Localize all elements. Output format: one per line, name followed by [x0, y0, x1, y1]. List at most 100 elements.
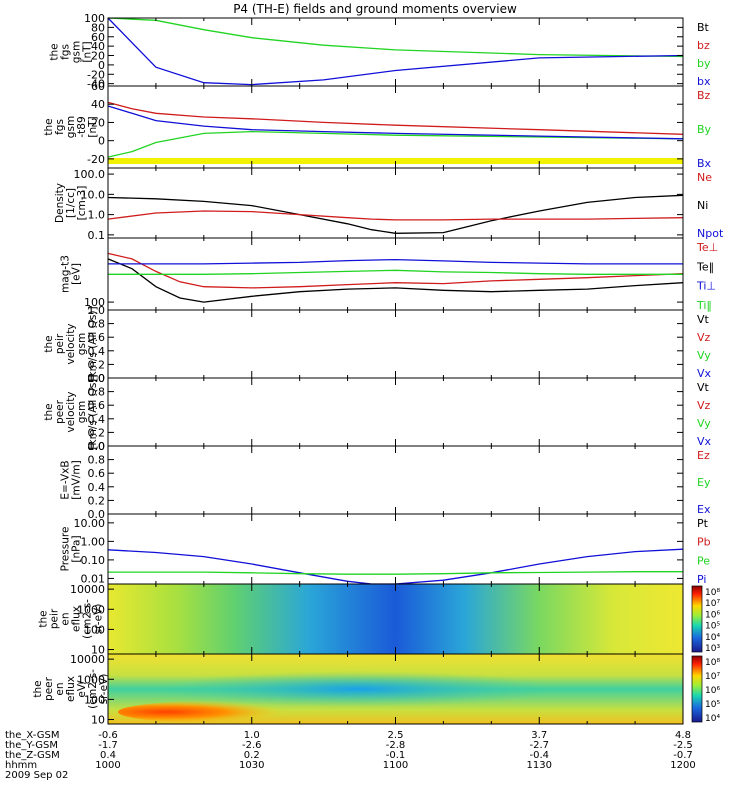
y-tick-label: 0.6 [88, 399, 106, 412]
y-tick-label: 80 [91, 21, 105, 34]
series-Bz [107, 101, 684, 135]
legend-Vt: Vt [697, 381, 710, 394]
legend-Ti‖: Ti‖ [696, 299, 712, 312]
y-axis-label: E=-VxB[mV/m] [60, 460, 83, 499]
legend-bx: bx [697, 75, 711, 88]
ephemeris-table: the_X-GSM -0.6 1.0 2.5 3.7 4.8 the_Y-GSM -1.7 -2… [5, 730, 696, 781]
y-tick-label: 10.0 [81, 188, 106, 201]
ephemeris-label: the_Y-GSM [5, 740, 58, 751]
colorbar-tick-label: 10⁸ [705, 658, 720, 668]
legend-Te⊥: Te⊥ [696, 241, 718, 254]
y-tick-label: 10000 [70, 583, 105, 596]
legend-Vz: Vz [697, 399, 711, 412]
y-tick-label: 10.00 [74, 517, 106, 530]
legend-By: By [697, 123, 712, 136]
y-tick-label: 20 [91, 50, 105, 63]
y-tick-label: 100 [84, 12, 105, 25]
y-tick-label: 0.4 [88, 345, 106, 358]
ephemeris-value: -0.7 [673, 750, 693, 761]
y-tick-label: 0.1 [88, 229, 106, 242]
ephemeris-label: the_Z-GSM [5, 750, 60, 761]
ephemeris-date: 2009 Sep 02 [5, 770, 68, 781]
y-tick-label: 1000 [77, 603, 105, 616]
y-tick-label: 20 [91, 116, 105, 129]
legend-Vz: Vz [697, 331, 711, 344]
legend-Pi: Pi [697, 573, 706, 586]
y-tick-label: -20 [87, 153, 105, 166]
y-tick-label: 1.00 [81, 535, 106, 548]
ephemeris-value: 0.4 [100, 750, 116, 761]
y-tick-label: 0.01 [81, 572, 106, 585]
legend-Ey: Ey [697, 476, 711, 489]
y-tick-label: 10 [91, 714, 105, 727]
y-tick-label: 0.2 [88, 358, 106, 371]
panel-fgs_sdc: 60 40 20 0 -20 Bz By Bx thefgsgsm-t89[nT] [43, 80, 712, 170]
y-tick-label: 1.0 [88, 304, 106, 317]
colorbar-tick-label: 10⁵ [705, 622, 720, 632]
panel-frame [107, 377, 684, 447]
legend-by: by [697, 57, 711, 70]
y-tick-label: -40 [87, 78, 105, 91]
colorbar-tick-label: 10⁶ [705, 686, 720, 696]
series-Pe [108, 571, 683, 575]
ephemeris-value: -1.7 [98, 740, 118, 751]
panel-velocity_e: 1.00.80.60.40.20.0VtVzVyVxthepeervelocit… [43, 372, 712, 453]
panel-frame [107, 309, 684, 379]
y-tick-label: 60 [91, 31, 105, 44]
y-tick-label: 0.10 [81, 554, 106, 567]
y-tick-label: 40 [91, 40, 105, 53]
y-tick-label: 0.2 [88, 426, 106, 439]
series-Ti⊥ [108, 258, 683, 265]
colorbar-tick-label: 10⁵ [705, 700, 720, 710]
legend-Pb: Pb [697, 536, 711, 549]
legend-Bx: Bx [697, 157, 712, 170]
y-tick-label: 0 [98, 59, 105, 72]
legend-Ex: Ex [697, 503, 711, 516]
ephemeris-value: 3.7 [531, 730, 547, 741]
ephemeris-value: -0.1 [386, 750, 406, 761]
panel-frame [107, 445, 684, 515]
colorbar-tick-label: 10⁷ [705, 599, 720, 609]
legend-Ni: Ni [697, 199, 708, 212]
panel-frame [107, 513, 684, 585]
series-By [107, 130, 684, 158]
y-tick-label: 0.6 [88, 467, 106, 480]
legend-Ez: Ez [697, 449, 710, 462]
y-tick-label: 60 [91, 80, 105, 93]
ephemeris-value: 1130 [527, 760, 552, 771]
y-tick-label: 1.0 [88, 440, 106, 453]
ephemeris-value: 1.0 [244, 730, 260, 741]
panel-velocity_i: 1.00.80.60.40.20.0VtVzVyVxthepeirvelocit… [43, 304, 712, 385]
y-tick-label: -20 [87, 68, 105, 81]
y-tick-label: 0.8 [88, 318, 106, 331]
series-Ti‖ [108, 269, 683, 275]
legend-Bz: Bz [697, 89, 711, 102]
legend-Vy: Vy [697, 349, 711, 362]
legend-Npot: Npot [697, 227, 724, 240]
y-tick-label: 0 [98, 135, 105, 148]
ephemeris-value: -2.7 [529, 740, 549, 751]
ephemeris-value: 1030 [239, 760, 264, 771]
ephemeris-value: 1100 [383, 760, 408, 771]
legend-Vx: Vx [697, 367, 712, 380]
series-Te‖ [107, 258, 684, 303]
y-axis-label: thepeireneflux(cm2-s-sr-eV) [38, 599, 105, 639]
y-tick-label: 0.0 [88, 508, 106, 521]
legend-Te‖: Te‖ [696, 260, 714, 273]
legend-Vx: Vx [697, 435, 712, 448]
panel-frame [107, 167, 684, 239]
ephemeris-value: 0.2 [244, 750, 260, 761]
y-tick-label: 0.4 [88, 413, 106, 426]
y-tick-label: 1.0 [88, 209, 106, 222]
y-axis-label: thepeirvelocitygsm[km/s (All Qs)] [43, 306, 99, 381]
y-axis-label: mag-t3[eV] [60, 255, 83, 293]
y-tick-label: 0.2 [88, 494, 106, 507]
y-tick-label: 100 [84, 296, 105, 309]
legend-bz: bz [697, 39, 710, 52]
ephemeris-value: 1200 [670, 760, 695, 771]
ephemeris-value: -2.8 [386, 740, 406, 751]
